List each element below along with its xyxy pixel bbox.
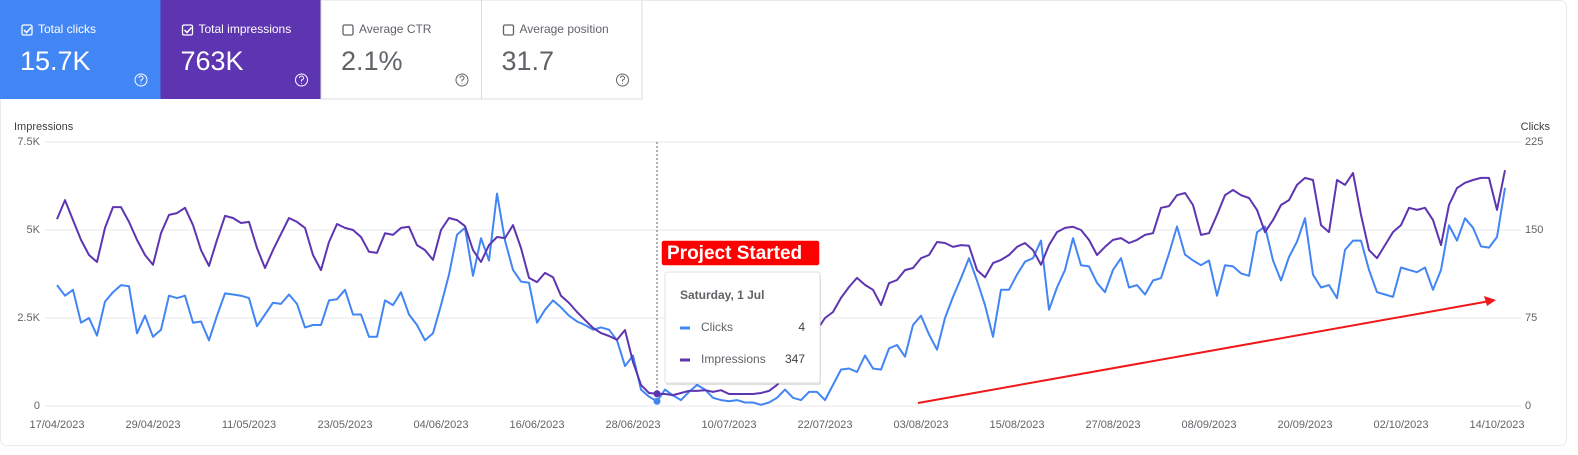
x-tick-label: 14/10/2023 xyxy=(1469,419,1524,431)
x-tick-label: 15/08/2023 xyxy=(989,419,1044,431)
trend-arrow-head xyxy=(1484,296,1496,306)
metric-cards: Total clicks 15.7K Total impressions 763K Av… xyxy=(0,0,643,100)
help-icon xyxy=(455,73,469,87)
checkbox xyxy=(181,24,194,36)
x-tick-label: 17/04/2023 xyxy=(29,419,84,431)
trend-arrow xyxy=(917,300,1491,404)
metric-label: Average position xyxy=(520,22,609,36)
card-bg xyxy=(160,0,321,99)
x-tick-label: 08/09/2023 xyxy=(1181,419,1236,431)
help-icon-mark xyxy=(459,75,465,84)
tooltip-value: 347 xyxy=(785,352,805,366)
y-axis-title: Impressions xyxy=(14,121,74,133)
y2-tick-label: 75 xyxy=(1525,312,1537,324)
help-icon xyxy=(295,73,308,87)
x-tick-label: 27/08/2023 xyxy=(1085,419,1140,431)
y-tick-label: 5K xyxy=(27,224,41,236)
metric-value: 763K xyxy=(181,46,244,76)
metric-label: Total clicks xyxy=(38,22,96,36)
y2-tick-label: 150 xyxy=(1525,224,1543,236)
x-tick-label: 22/07/2023 xyxy=(797,419,852,431)
card-bg xyxy=(320,0,482,100)
annotation: Project Started xyxy=(667,243,802,264)
y-tick-label: 0 xyxy=(34,400,40,412)
y2-tick-label: 0 xyxy=(1525,400,1531,412)
x-tick-label: 10/07/2023 xyxy=(701,419,756,431)
help-icon-mark xyxy=(299,75,304,84)
checkbox xyxy=(342,24,354,36)
y2-axis-title: Clicks xyxy=(1521,121,1551,133)
help-icon-mark xyxy=(138,75,144,84)
help-icon-mark xyxy=(620,75,625,84)
card-bg xyxy=(0,0,161,99)
help-icon xyxy=(134,73,148,87)
metric-value: 31.7 xyxy=(502,46,555,76)
checkmark xyxy=(23,26,32,34)
card-bg xyxy=(481,0,643,100)
tooltip-series-name: Clicks xyxy=(701,320,733,334)
tooltip-layer: Project Started Saturday, 1 Jul Clicks 4 Imp… xyxy=(653,142,821,406)
help-icon xyxy=(616,73,629,87)
tooltip-value: 4 xyxy=(798,320,805,334)
y-tick-label: 7.5K xyxy=(17,136,40,148)
x-tick-label: 28/06/2023 xyxy=(605,419,660,431)
tooltip-bg xyxy=(664,271,821,384)
checkbox xyxy=(21,24,33,36)
metric-label: Total impressions xyxy=(199,22,292,36)
x-tick-label: 02/10/2023 xyxy=(1373,419,1428,431)
metric-value: 2.1% xyxy=(341,46,403,76)
x-tick-label: 16/06/2023 xyxy=(509,419,564,431)
x-tick-label: 23/05/2023 xyxy=(317,419,372,431)
x-tick-label: 20/09/2023 xyxy=(1277,419,1332,431)
hover-point xyxy=(653,390,661,398)
x-tick-label: 03/08/2023 xyxy=(893,419,948,431)
panel-border xyxy=(0,0,1567,446)
y-tick-label: 2.5K xyxy=(17,312,40,324)
y2-tick-label: 225 xyxy=(1525,136,1543,148)
checkmark xyxy=(183,26,193,34)
tooltip-title: Saturday, 1 Jul xyxy=(680,288,764,302)
metric-label: Average CTR xyxy=(359,22,432,36)
checkbox xyxy=(502,24,515,36)
metric-card[interactable]: Average CTR 2.1% xyxy=(320,0,482,100)
metric-card[interactable]: Total clicks 15.7K xyxy=(0,0,161,99)
metric-card[interactable]: Total impressions 763K xyxy=(160,0,322,99)
x-tick-label: 11/05/2023 xyxy=(222,419,276,431)
metric-value: 15.7K xyxy=(20,46,91,76)
x-tick-label: 29/04/2023 xyxy=(125,419,180,431)
x-tick-label: 04/06/2023 xyxy=(413,419,468,431)
metric-card[interactable]: Average position 31.7 xyxy=(481,0,643,100)
tooltip-series-name: Impressions xyxy=(701,352,766,366)
annotation-bg xyxy=(660,239,821,267)
hover-point xyxy=(653,397,661,405)
